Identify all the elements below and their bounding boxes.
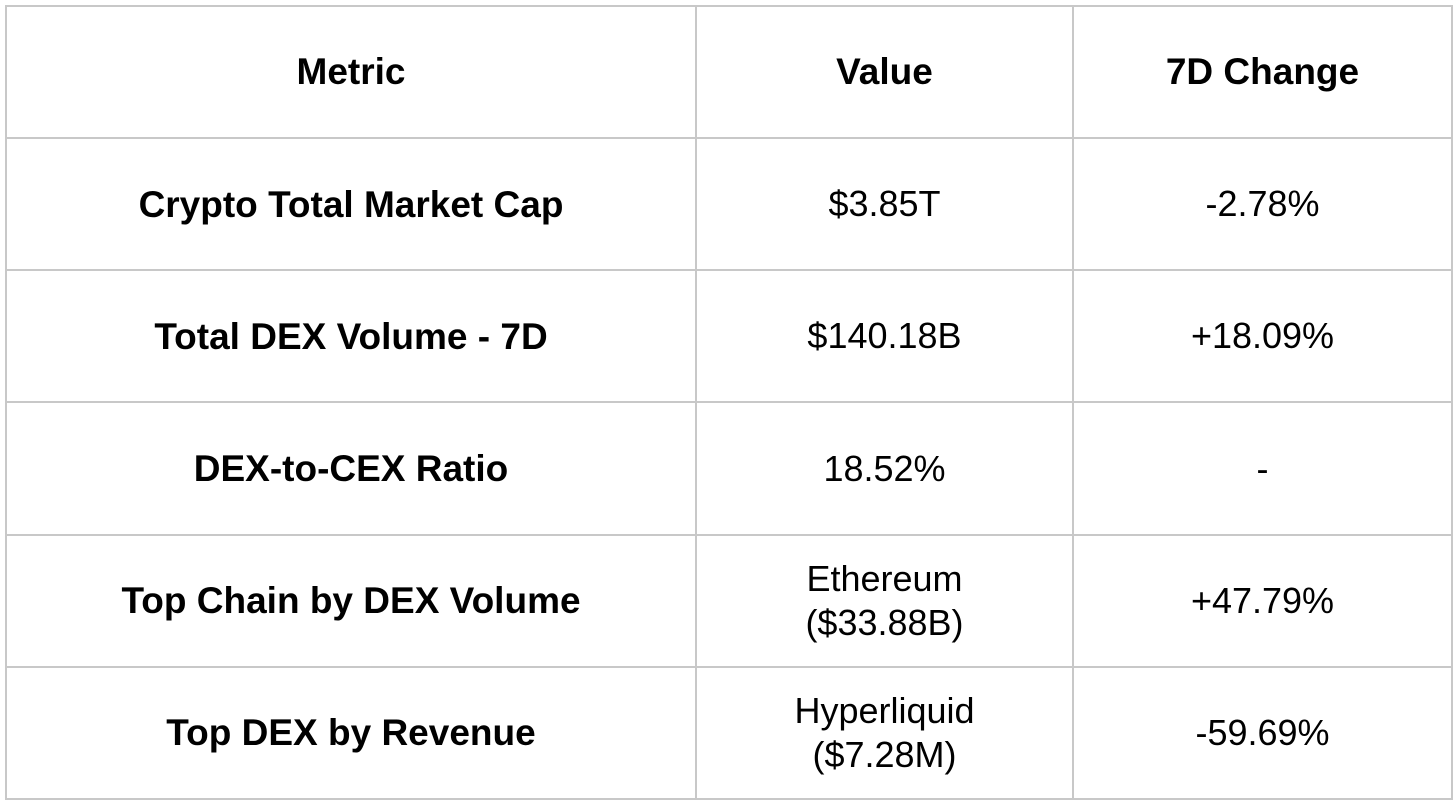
- metric-cell: Total DEX Volume - 7D: [5, 269, 697, 404]
- header-metric: Metric: [5, 5, 697, 139]
- header-row: Metric Value 7D Change: [5, 5, 1453, 139]
- header-7d-change: 7D Change: [1072, 5, 1453, 139]
- header-value: Value: [695, 5, 1074, 139]
- table-row: Crypto Total Market Cap $3.85T -2.78%: [5, 136, 1453, 272]
- table-row: DEX-to-CEX Ratio 18.52% -: [5, 401, 1453, 536]
- value-cell: 18.52%: [695, 401, 1074, 536]
- table-row: Top Chain by DEX Volume Ethereum ($33.88…: [5, 533, 1453, 668]
- value-cell: $3.85T: [695, 136, 1074, 272]
- change-cell: -: [1072, 401, 1453, 536]
- value-cell: Ethereum ($33.88B): [695, 533, 1074, 668]
- value-line: $3.85T: [828, 183, 941, 225]
- change-cell: +18.09%: [1072, 269, 1453, 404]
- value-line: Hyperliquid: [794, 689, 975, 731]
- table-row: Total DEX Volume - 7D $140.18B +18.09%: [5, 269, 1453, 404]
- table-row: Top DEX by Revenue Hyperliquid ($7.28M) …: [5, 665, 1453, 801]
- metric-cell: Crypto Total Market Cap: [5, 136, 697, 272]
- table-header: Metric Value 7D Change: [5, 5, 1453, 139]
- value-line: $140.18B: [807, 315, 962, 357]
- change-cell: -59.69%: [1072, 665, 1453, 801]
- table-body: Crypto Total Market Cap $3.85T -2.78% To…: [5, 136, 1453, 801]
- value-cell: Hyperliquid ($7.28M): [695, 665, 1074, 801]
- value-line: ($33.88B): [805, 601, 964, 643]
- value-line: Ethereum: [806, 557, 963, 599]
- metric-cell: Top DEX by Revenue: [5, 665, 697, 801]
- change-cell: +47.79%: [1072, 533, 1453, 668]
- metric-cell: Top Chain by DEX Volume: [5, 533, 697, 668]
- metric-cell: DEX-to-CEX Ratio: [5, 401, 697, 536]
- value-line: 18.52%: [823, 447, 946, 489]
- value-line: ($7.28M): [812, 733, 957, 775]
- change-cell: -2.78%: [1072, 136, 1453, 272]
- value-cell: $140.18B: [695, 269, 1074, 404]
- metrics-table: Metric Value 7D Change Crypto Total Mark…: [5, 5, 1453, 801]
